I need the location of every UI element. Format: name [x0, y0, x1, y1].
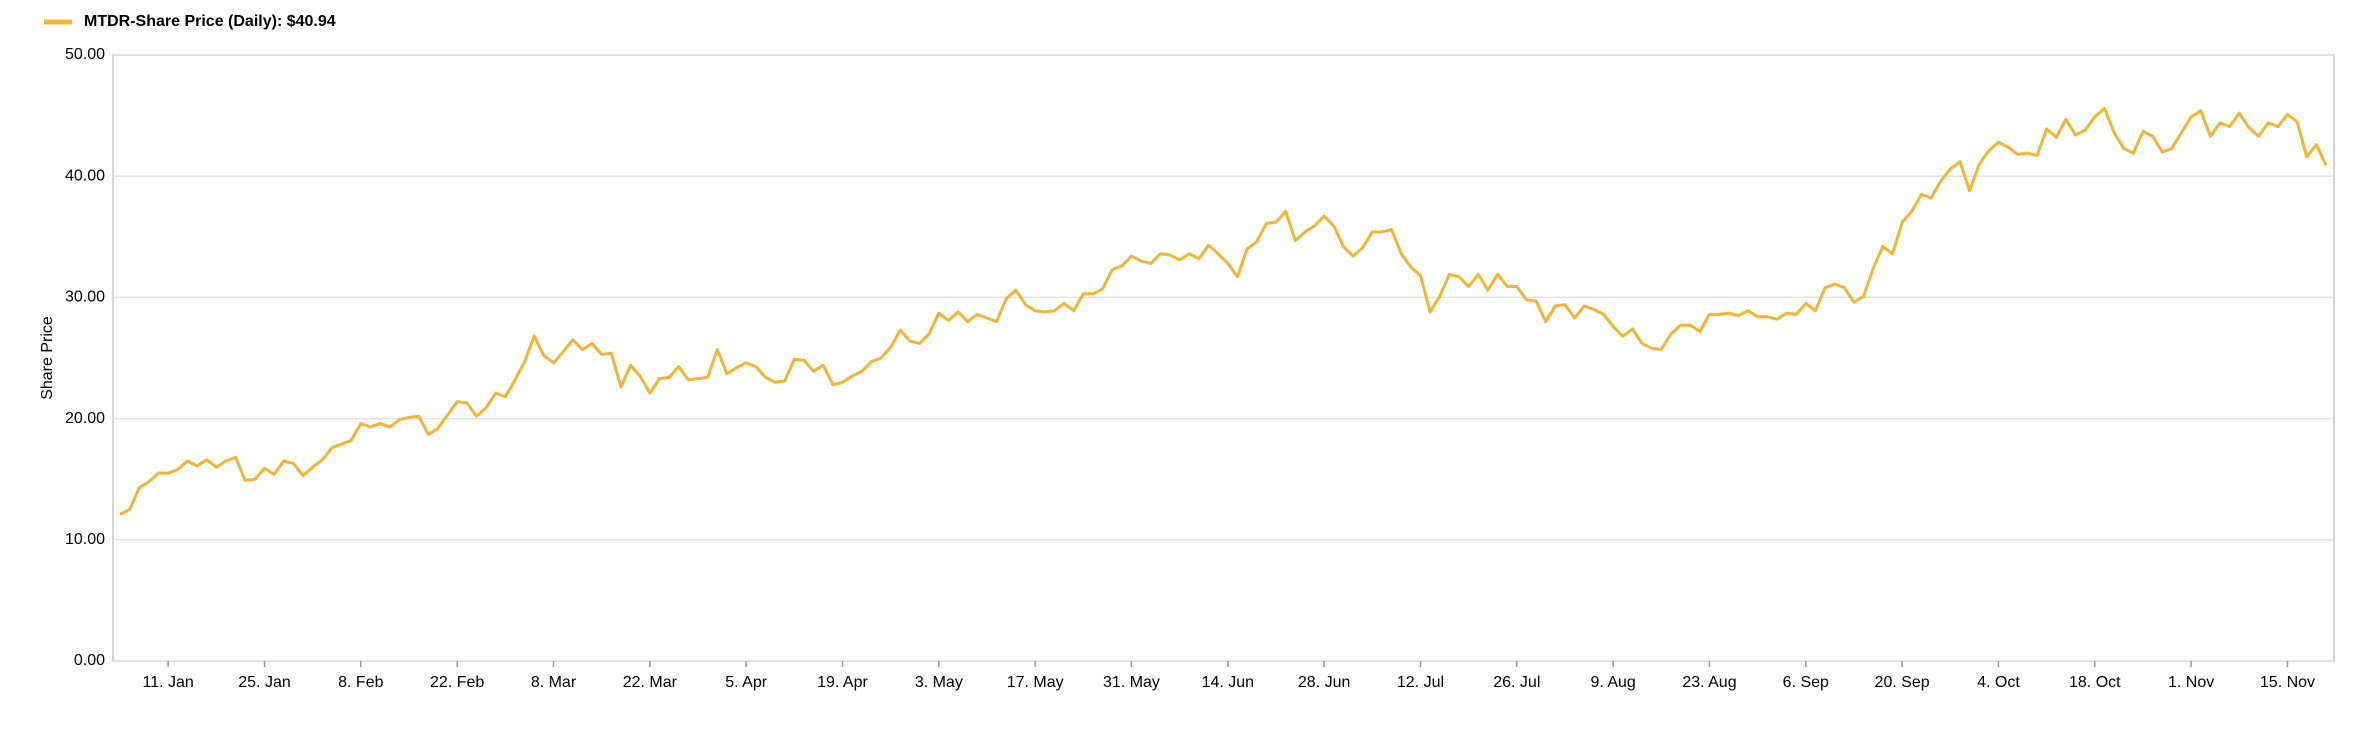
x-tick-label: 20. Sep — [1875, 674, 1930, 691]
x-tick-label: 8. Mar — [531, 674, 577, 691]
x-tick-label: 5. Apr — [725, 674, 767, 691]
y-tick-label: 30.00 — [65, 289, 105, 306]
x-tick-label: 31. May — [1103, 674, 1160, 691]
y-tick-label: 10.00 — [65, 531, 105, 548]
x-tick-label: 1. Nov — [2168, 674, 2214, 691]
x-tick-label: 26. Jul — [1493, 674, 1540, 691]
x-tick-label: 15. Nov — [2260, 674, 2315, 691]
x-tick-label: 12. Jul — [1397, 674, 1444, 691]
y-tick-label: 40.00 — [65, 167, 105, 184]
y-tick-label: 50.00 — [65, 46, 105, 63]
x-tick-label: 23. Aug — [1682, 674, 1736, 691]
x-tick-label: 17. May — [1007, 674, 1064, 691]
x-tick-label: 18. Oct — [2069, 674, 2121, 691]
y-tick-label: 0.00 — [74, 652, 105, 669]
x-tick-label: 22. Mar — [623, 674, 678, 691]
x-tick-label: 8. Feb — [338, 674, 383, 691]
x-tick-label: 6. Sep — [1783, 674, 1829, 691]
y-tick-label: 20.00 — [65, 410, 105, 427]
x-tick-label: 25. Jan — [238, 674, 290, 691]
y-axis-label: Share Price — [39, 316, 56, 400]
x-tick-label: 19. Apr — [817, 674, 868, 691]
x-tick-label: 28. Jun — [1298, 674, 1350, 691]
price-line — [119, 106, 2328, 516]
plot-frame — [112, 54, 2335, 662]
legend-label: MTDR-Share Price (Daily): $40.94 — [84, 13, 336, 30]
x-tick-label: 22. Feb — [430, 674, 484, 691]
x-tick-label: 9. Aug — [1590, 674, 1635, 691]
x-tick-label: 3. May — [915, 674, 963, 691]
x-tick-label: 11. Jan — [143, 674, 194, 691]
x-tick-label: 14. Jun — [1202, 674, 1254, 691]
x-tick-label: 4. Oct — [1977, 674, 2020, 691]
